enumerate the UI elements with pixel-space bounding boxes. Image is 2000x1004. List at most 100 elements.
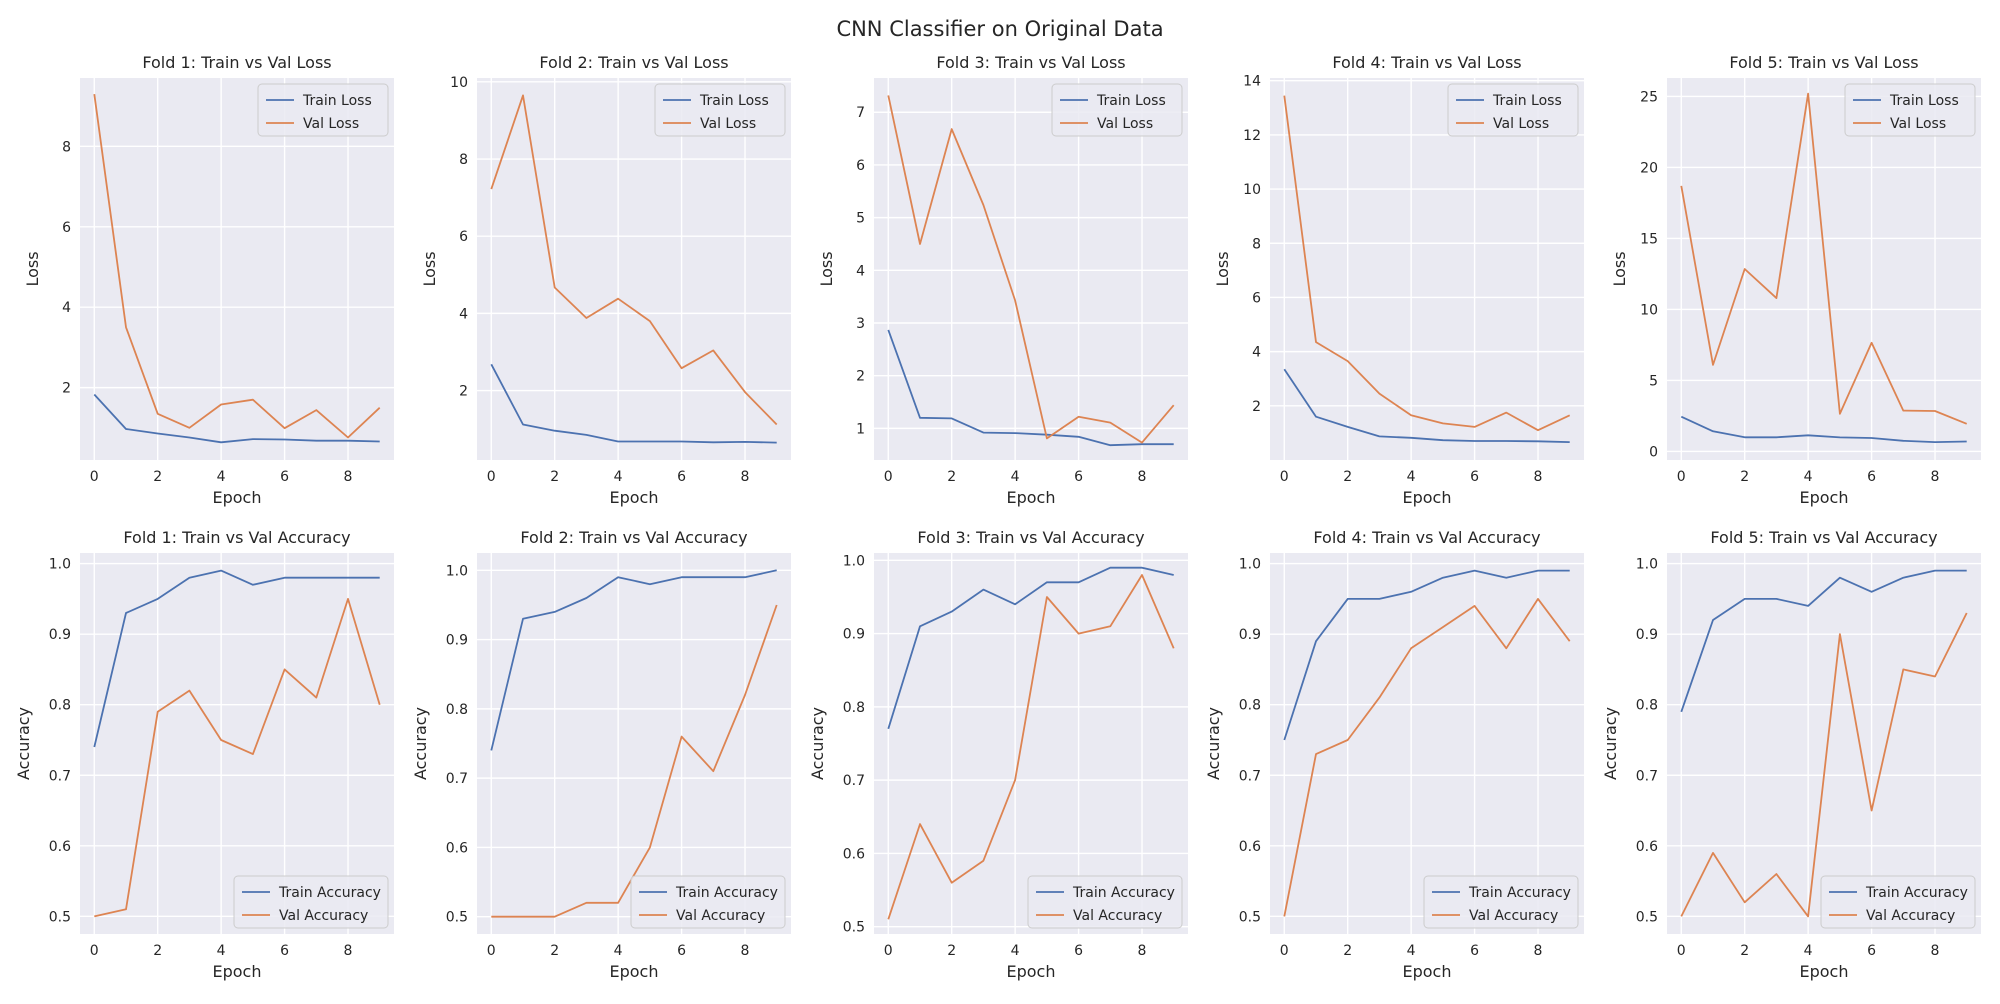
x-tick-label: 0 xyxy=(487,469,496,485)
y-tick-label: 6 xyxy=(62,220,71,236)
plot-area xyxy=(1270,553,1584,934)
x-tick-label: 4 xyxy=(1804,469,1813,485)
x-tick-label: 2 xyxy=(947,469,956,485)
subplot-title: Fold 4: Train vs Val Loss xyxy=(1332,53,1521,72)
series-line-val xyxy=(1680,92,1968,425)
y-tick-label: 0.7 xyxy=(1636,768,1658,784)
subplot-4: 2 4 6 8 10 12 14 0 2 4 6 8 Fold 4: Train vs Val Loss… xyxy=(1213,53,1584,507)
x-tick-label: 2 xyxy=(1740,469,1749,485)
subplot-6: 0.5 0.6 0.7 0.8 0.9 1.0 0 2 4 6 8 Fold 1: Train vs … xyxy=(14,528,394,981)
legend-label: Val Loss xyxy=(700,116,756,132)
series-line-val xyxy=(94,598,381,918)
legend-label: Train Accuracy xyxy=(278,885,381,901)
y-tick-label: 0.6 xyxy=(446,840,468,856)
x-axis-label: Epoch xyxy=(610,488,659,507)
plot-area xyxy=(80,78,394,460)
x-tick-label: 8 xyxy=(741,469,750,485)
legend-label: Val Loss xyxy=(1890,116,1946,132)
x-tick-label: 8 xyxy=(1534,469,1543,485)
y-tick-label: 0.8 xyxy=(1239,698,1261,714)
subplot-2: 2 4 6 8 10 0 2 4 6 8 Fold 2: Train vs Val Loss Epoc… xyxy=(420,53,791,507)
series-line-train xyxy=(1283,368,1570,443)
y-tick-label: 4 xyxy=(459,306,468,322)
legend: Train Loss Val Loss xyxy=(1844,83,1976,137)
legend-label: Train Accuracy xyxy=(1072,885,1175,901)
subplot-title: Fold 3: Train vs Val Loss xyxy=(936,53,1125,72)
subplot-title: Fold 1: Train vs Val Accuracy xyxy=(123,528,350,547)
y-tick-label: 20 xyxy=(1640,160,1658,176)
subplot-3: 1 2 3 4 5 6 7 0 2 4 6 8 Fold 3: Train vs Val Loss Epo… xyxy=(817,53,1188,507)
x-tick-label: 4 xyxy=(614,469,623,485)
x-tick-label: 2 xyxy=(153,943,162,959)
x-tick-label: 4 xyxy=(1407,943,1416,959)
plot-area xyxy=(1667,78,1981,460)
x-axis-label: Epoch xyxy=(610,962,659,981)
y-tick-label: 14 xyxy=(1243,74,1261,90)
y-tick-label: 1 xyxy=(856,421,865,437)
x-tick-label: 0 xyxy=(884,469,893,485)
y-tick-label: 0.8 xyxy=(843,700,865,716)
legend-label: Train Loss xyxy=(1492,93,1562,109)
y-axis-label: Accuracy xyxy=(1204,707,1223,780)
x-tick-label: 8 xyxy=(344,469,353,485)
series-line-train xyxy=(887,329,1174,447)
legend-label: Val Loss xyxy=(1097,116,1153,132)
legend-label: Val Accuracy xyxy=(1073,908,1162,924)
y-tick-label: 6 xyxy=(1252,290,1261,306)
x-tick-label: 0 xyxy=(1677,943,1686,959)
y-tick-label: 1.0 xyxy=(446,563,468,579)
y-axis-label: Accuracy xyxy=(1601,707,1620,780)
x-tick-label: 6 xyxy=(280,469,289,485)
legend: Train Loss Val Loss xyxy=(1051,83,1183,137)
y-tick-label: 8 xyxy=(459,152,468,168)
series-line-train xyxy=(490,363,777,444)
legend-label: Train Loss xyxy=(1889,93,1959,109)
legend-box xyxy=(233,875,389,929)
x-axis-label: Epoch xyxy=(1800,962,1849,981)
y-tick-label: 0.7 xyxy=(843,773,865,789)
x-axis-label: Epoch xyxy=(213,488,262,507)
x-tick-label: 2 xyxy=(1343,469,1352,485)
y-axis-label: Loss xyxy=(23,251,42,286)
y-axis-label: Loss xyxy=(1610,251,1629,286)
series-line-train xyxy=(1680,415,1967,444)
x-axis-label: Epoch xyxy=(1403,488,1452,507)
y-tick-label: 0.9 xyxy=(446,633,468,649)
y-axis-label: Loss xyxy=(817,251,836,286)
x-axis-label: Epoch xyxy=(1007,962,1056,981)
y-tick-label: 1.0 xyxy=(1636,557,1658,573)
series-line-val xyxy=(491,604,778,918)
y-tick-label: 10 xyxy=(1640,302,1658,318)
y-tick-label: 0.9 xyxy=(843,627,865,643)
legend-label: Train Loss xyxy=(699,93,769,109)
y-tick-label: 1.0 xyxy=(843,553,865,569)
y-tick-label: 0.8 xyxy=(446,702,468,718)
x-tick-label: 0 xyxy=(1280,469,1289,485)
plot-area xyxy=(874,553,1188,934)
legend-label: Train Accuracy xyxy=(1865,885,1968,901)
y-tick-label: 15 xyxy=(1640,231,1658,247)
legend-label: Train Loss xyxy=(302,93,372,109)
x-tick-label: 2 xyxy=(947,943,956,959)
y-tick-label: 0.7 xyxy=(1239,768,1261,784)
y-tick-label: 2 xyxy=(856,369,865,385)
y-tick-label: 0.7 xyxy=(49,768,71,784)
series-line-val xyxy=(1680,612,1968,918)
y-tick-label: 3 xyxy=(856,316,865,332)
subplot-title: Fold 3: Train vs Val Accuracy xyxy=(917,528,1144,547)
y-tick-label: 5 xyxy=(1649,373,1658,389)
x-tick-label: 8 xyxy=(1138,943,1147,959)
x-tick-label: 2 xyxy=(1740,943,1749,959)
subplot-title: Fold 1: Train vs Val Loss xyxy=(142,53,331,72)
legend: Train Accuracy Val Accuracy xyxy=(1027,875,1183,929)
y-axis-label: Loss xyxy=(420,251,439,286)
y-tick-label: 0.8 xyxy=(1636,698,1658,714)
y-tick-label: 5 xyxy=(856,211,865,227)
x-tick-label: 6 xyxy=(1074,943,1083,959)
subplot-9: 0.5 0.6 0.7 0.8 0.9 1.0 0 2 4 6 8 Fold 4: Train vs … xyxy=(1204,528,1584,981)
y-axis-label: Accuracy xyxy=(808,707,827,780)
subplot-title: Fold 5: Train vs Val Accuracy xyxy=(1710,528,1937,547)
legend-label: Train Accuracy xyxy=(1468,885,1571,901)
x-tick-label: 4 xyxy=(1804,943,1813,959)
